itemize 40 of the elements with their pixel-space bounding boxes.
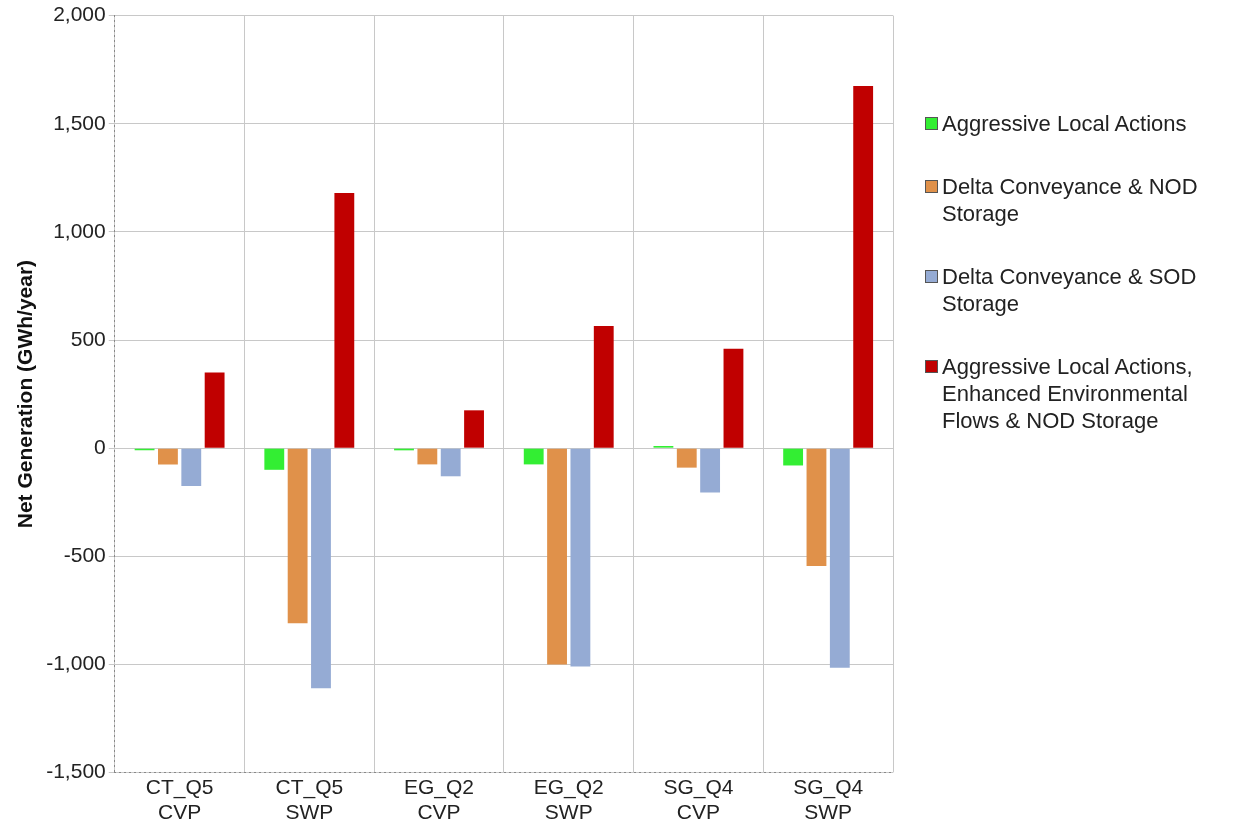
bar xyxy=(181,448,202,487)
bar xyxy=(676,448,697,468)
bar xyxy=(547,448,567,665)
bar xyxy=(806,448,827,567)
x-tick-label: EG_Q2 SWP xyxy=(533,775,604,824)
bar xyxy=(593,325,614,448)
x-tick-label: CT_Q5 SWP xyxy=(275,775,344,824)
bar xyxy=(440,448,461,477)
y-tick-label: 2,000 xyxy=(53,2,106,26)
bar xyxy=(723,348,744,448)
bar xyxy=(311,448,331,689)
bar xyxy=(570,448,591,667)
bar xyxy=(417,448,438,465)
legend-label: Aggressive Local Actions xyxy=(942,110,1187,137)
legend-label: Delta Conveyance & SOD Storage xyxy=(942,263,1198,317)
x-tick-label: CT_Q5 CVP xyxy=(145,775,214,824)
x-tick-label: EG_Q2 CVP xyxy=(403,775,475,824)
bar xyxy=(464,410,484,448)
bar xyxy=(334,192,355,448)
y-tick-label: -500 xyxy=(63,543,106,567)
x-tick-label: SG_Q4 CVP xyxy=(663,775,734,824)
legend-label: Aggressive Local Actions, Enhanced Environmental Flows & NOD Storage xyxy=(942,353,1194,434)
bar xyxy=(287,448,308,624)
bar xyxy=(204,372,225,448)
bar xyxy=(264,448,285,470)
y-tick-label: -1,000 xyxy=(46,651,106,675)
bar xyxy=(158,448,178,465)
bar xyxy=(700,448,721,493)
y-tick-label: 500 xyxy=(70,326,106,350)
legend-label: Delta Conveyance & NOD Storage xyxy=(942,173,1199,227)
bar xyxy=(829,448,850,668)
y-tick-label: 1,500 xyxy=(53,110,106,134)
bar xyxy=(523,448,544,465)
y-tick-label: 0 xyxy=(94,434,106,458)
y-axis-title: Net Generation (GWh/year) xyxy=(13,259,37,529)
x-tick-label: SG_Q4 SWP xyxy=(793,775,864,824)
y-tick-label: -1,500 xyxy=(46,759,106,783)
bar xyxy=(783,448,804,466)
y-tick-label: 1,000 xyxy=(53,218,106,242)
bar xyxy=(853,85,874,448)
